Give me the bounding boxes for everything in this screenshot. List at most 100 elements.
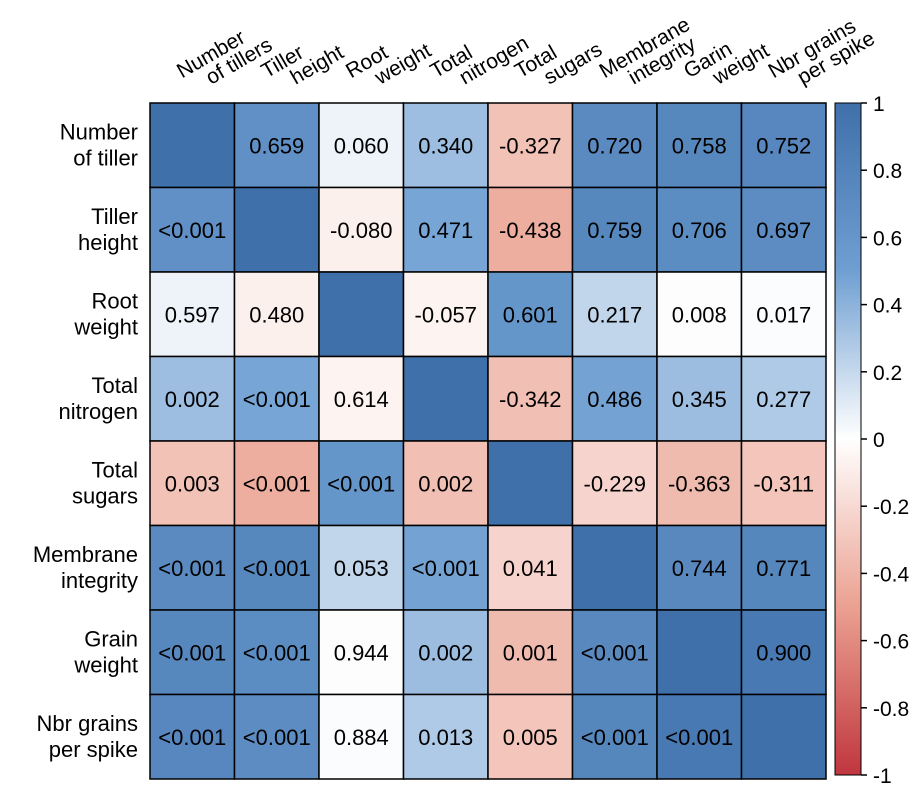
cell-value-label: <0.001: [158, 725, 226, 750]
colorbar-tick-label: -0.4: [873, 563, 910, 586]
colorbar-tick-label: -0.6: [873, 631, 909, 654]
column-label: Nbr grainsper spike: [765, 9, 879, 100]
heatmap-cell: [571, 524, 658, 611]
heatmap-cell: [740, 693, 827, 780]
cell-value-label: <0.001: [243, 725, 311, 750]
heatmap-cell: [740, 186, 827, 273]
column-label: Totalsugars: [511, 21, 606, 101]
heatmap-cell: [571, 271, 658, 358]
colorbar-tick-label: -0.8: [873, 698, 909, 721]
heatmap-cell: [487, 271, 574, 358]
colorbar-ticks: 1 0.8 0.6 0.4 0.2 0 -0.2 -0.4 -0.6 -0.8 -1: [861, 93, 910, 788]
heatmap-cell: [571, 693, 658, 780]
column-label: Rootweight: [342, 22, 435, 101]
cell-value-label: 0.277: [756, 387, 811, 412]
heatmap-cell: [656, 186, 743, 273]
colorbar-tick-label: 1: [873, 93, 885, 116]
heatmap-cell: [233, 524, 320, 611]
cell-value-label: 0.759: [587, 218, 642, 243]
cell-value-label: 0.944: [334, 640, 389, 665]
column-label: Tillerheight: [258, 23, 348, 100]
cell-value-label: 0.053: [334, 556, 389, 581]
colorbar-tick-label: 0: [873, 429, 885, 452]
heatmap-cell: [318, 693, 405, 780]
heatmap-cell: [402, 609, 489, 696]
row-label: Root: [92, 288, 138, 313]
cell-value-label: <0.001: [243, 556, 311, 581]
column-label: Membraneintegrity: [596, 13, 704, 100]
row-label: Number: [60, 119, 138, 144]
cell-value-label: 0.217: [587, 302, 642, 327]
row-label: weight: [73, 314, 138, 339]
cell-value-label: <0.001: [158, 556, 226, 581]
row-label: sugars: [72, 483, 138, 508]
column-label: Totalnitrogen: [427, 14, 533, 100]
colorbar-tick-label: 0.8: [873, 160, 902, 183]
cell-value-label: 0.013: [418, 725, 473, 750]
cell-value-label: 0.697: [756, 218, 811, 243]
cell-value-label: -0.438: [499, 218, 561, 243]
cell-value-label: -0.327: [499, 133, 561, 158]
cell-value-label: <0.001: [412, 556, 480, 581]
heatmap-cell: [318, 524, 405, 611]
row-label: Membrane: [33, 542, 138, 567]
heatmap-cell: [233, 271, 320, 358]
row-label: per spike: [49, 737, 138, 762]
row-label: height: [78, 230, 138, 255]
heatmap-cell: [740, 102, 827, 189]
row-label: weight: [73, 652, 138, 677]
cell-value-label: -0.311: [753, 471, 814, 496]
row-label: Total: [92, 457, 138, 482]
row-label: Total: [92, 373, 138, 398]
cell-value-label: <0.001: [581, 725, 649, 750]
colorbar-tick-label: -1: [873, 765, 892, 788]
colorbar-tick-label: 0.6: [873, 227, 902, 250]
cell-value-label: -0.080: [330, 218, 392, 243]
cell-value-label: 0.706: [672, 218, 727, 243]
cell-value-label: 0.771: [756, 556, 811, 581]
heatmap-cell: [233, 693, 320, 780]
heatmap-cell: [487, 440, 574, 527]
colorbar-tick-label: 0.4: [873, 295, 903, 318]
cell-value-label: 0.017: [756, 302, 811, 327]
heatmap-cell: [149, 186, 236, 273]
cell-value-label: 0.752: [756, 133, 811, 158]
heatmap-cell: [149, 271, 236, 358]
heatmap-cell: [149, 102, 236, 189]
heatmap-cell: [318, 271, 405, 358]
cell-value-label: -0.363: [668, 471, 730, 496]
row-label: of tiller: [73, 145, 138, 170]
cell-value-label: 0.659: [249, 133, 304, 158]
heatmap-cell: [740, 609, 827, 696]
heatmap-cell: [656, 102, 743, 189]
cell-value-label: 0.003: [165, 471, 220, 496]
cell-value-label: 0.005: [503, 725, 558, 750]
cell-value-label: 0.720: [587, 133, 642, 158]
heatmap-cell: [487, 693, 574, 780]
column-labels: Numberof tillersTillerheightRootweightTo…: [173, 9, 879, 101]
row-label: integrity: [61, 568, 138, 593]
colorbar-tick-label: -0.2: [873, 496, 909, 519]
colorbar-tick-label: 0.2: [873, 362, 902, 385]
cell-value-label: 0.614: [334, 387, 389, 412]
heatmap-cell: [740, 271, 827, 358]
cell-value-label: 0.001: [503, 640, 558, 665]
heatmap-cell: [402, 355, 489, 442]
colorbar-gradient: [834, 102, 862, 776]
row-label: nitrogen: [58, 399, 138, 424]
cell-value-label: -0.342: [499, 387, 561, 412]
column-label: Garinweight: [680, 22, 773, 101]
heatmap-cell: [402, 186, 489, 273]
heatmap-cell: [233, 609, 320, 696]
heatmap-cell: [233, 355, 320, 442]
cell-value-label: <0.001: [665, 725, 733, 750]
cell-value-label: 0.002: [165, 387, 220, 412]
heatmap-cell: [149, 440, 236, 527]
heatmap-cell: [149, 693, 236, 780]
cell-value-label: 0.744: [672, 556, 727, 581]
row-labels: Numberof tillerTillerheightRootweightTot…: [33, 119, 138, 762]
cell-value-label: 0.884: [334, 725, 389, 750]
cell-value-label: -0.057: [415, 302, 477, 327]
heatmap-cell: [487, 355, 574, 442]
